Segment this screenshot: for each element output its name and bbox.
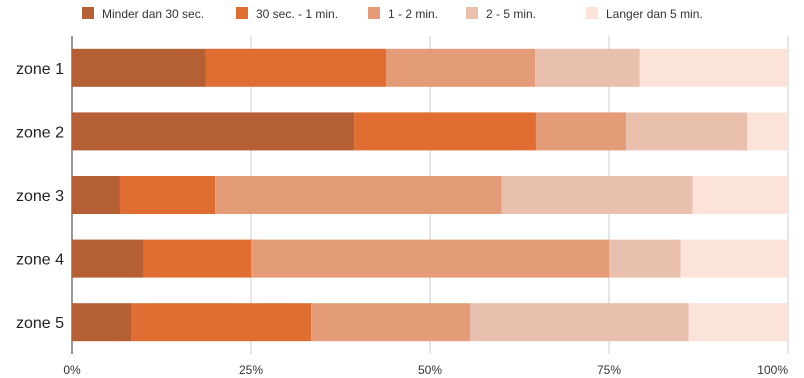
x-tick-label: 50% (418, 363, 442, 377)
x-tick-label: 25% (239, 363, 263, 377)
bar-segment (688, 303, 788, 342)
category-label: zone 1 (16, 61, 64, 78)
bar-segment (501, 176, 693, 214)
x-tick-label: 100% (757, 363, 788, 377)
category-label: zone 4 (16, 252, 64, 269)
bar-segment (692, 176, 788, 214)
bar-segment (131, 303, 312, 342)
bar-segment (386, 48, 536, 87)
legend-swatch (82, 7, 94, 19)
bar-segment (143, 239, 251, 278)
bar-segment (639, 48, 788, 87)
bar-segment (535, 48, 640, 87)
bar-segment (205, 48, 387, 87)
bar-segment (680, 239, 788, 278)
legend-swatch (466, 7, 478, 19)
bar-segment (251, 239, 609, 278)
bar-segment (72, 303, 132, 342)
category-label: zone 5 (16, 315, 64, 332)
bar-segment (72, 112, 355, 151)
bar-segment (311, 303, 471, 342)
category-label: zone 2 (16, 124, 64, 141)
legend-label: 2 - 5 min. (486, 7, 536, 21)
category-label: zone 3 (16, 188, 64, 205)
bar-segment (626, 112, 748, 151)
x-tick-label: 75% (597, 363, 621, 377)
legend-label: 30 sec. - 1 min. (256, 7, 338, 21)
bar-segment (747, 112, 788, 151)
legend: Minder dan 30 sec. 30 sec. - 1 min. 1 - 2 … (82, 7, 703, 21)
bar-segment (609, 239, 681, 278)
x-tick-label: 0% (63, 363, 81, 377)
bar-segment (535, 112, 627, 151)
legend-label: Langer dan 5 min. (606, 7, 703, 21)
legend-label: 1 - 2 min. (388, 7, 438, 21)
legend-swatch (368, 7, 380, 19)
legend-swatch (236, 7, 248, 19)
bar-segment (215, 176, 502, 214)
legend-swatch (586, 7, 598, 19)
bar-segment (72, 176, 120, 214)
bar-segment (354, 112, 536, 151)
bar-segment (72, 239, 144, 278)
legend-label: Minder dan 30 sec. (102, 7, 204, 21)
bar-segment (72, 48, 206, 87)
bar-segment (119, 176, 216, 214)
bar-segment (470, 303, 689, 342)
